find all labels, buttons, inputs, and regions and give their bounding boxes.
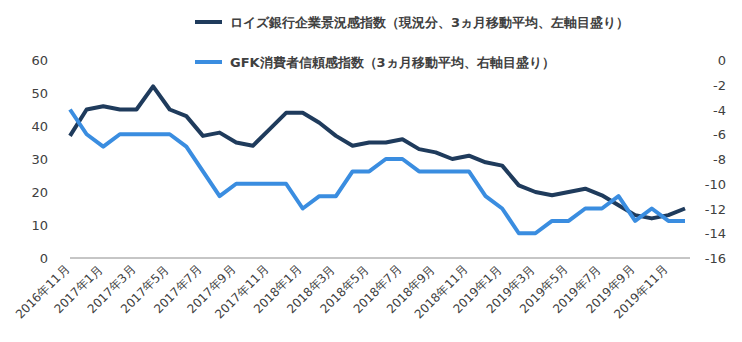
y-tick-label: 30: [31, 152, 48, 167]
x-axis-line: [70, 258, 690, 259]
series-line: [70, 110, 685, 234]
y2-tick-label: -12: [705, 202, 726, 217]
y2-tick-label: -10: [705, 177, 726, 192]
x-tick-label: 2019年11月: [611, 262, 670, 321]
y-tick-label: 60: [31, 53, 48, 68]
y-tick-label: 10: [31, 218, 48, 233]
y2-tick-label: -14: [705, 226, 726, 241]
series-line: [70, 86, 685, 218]
legend-label: GFK消費者信頼感指数（3ヵ月移動平均、右軸目盛り）: [230, 55, 555, 70]
y2-tick-label: -4: [713, 103, 726, 118]
chart: 0102030405060-16-14-12-10-8-6-4-202016年1…: [0, 0, 742, 342]
y2-tick-label: -2: [713, 78, 726, 93]
y-tick-label: 50: [31, 86, 48, 101]
legend-swatch: [195, 20, 222, 24]
series-group: [70, 86, 685, 233]
legend-label: ロイズ銀行企業景況感指数（現況分、3ヵ月移動平均、左軸目盛り）: [230, 15, 629, 30]
y-tick-label: 20: [31, 185, 48, 200]
y-tick-label: 40: [31, 119, 48, 134]
y2-tick-label: -6: [713, 127, 726, 142]
y2-tick-label: -8: [713, 152, 726, 167]
y2-tick-label: -16: [705, 251, 726, 266]
y-tick-label: 0: [40, 251, 48, 266]
y2-tick-label: 0: [718, 53, 726, 68]
legend-swatch: [195, 60, 222, 64]
